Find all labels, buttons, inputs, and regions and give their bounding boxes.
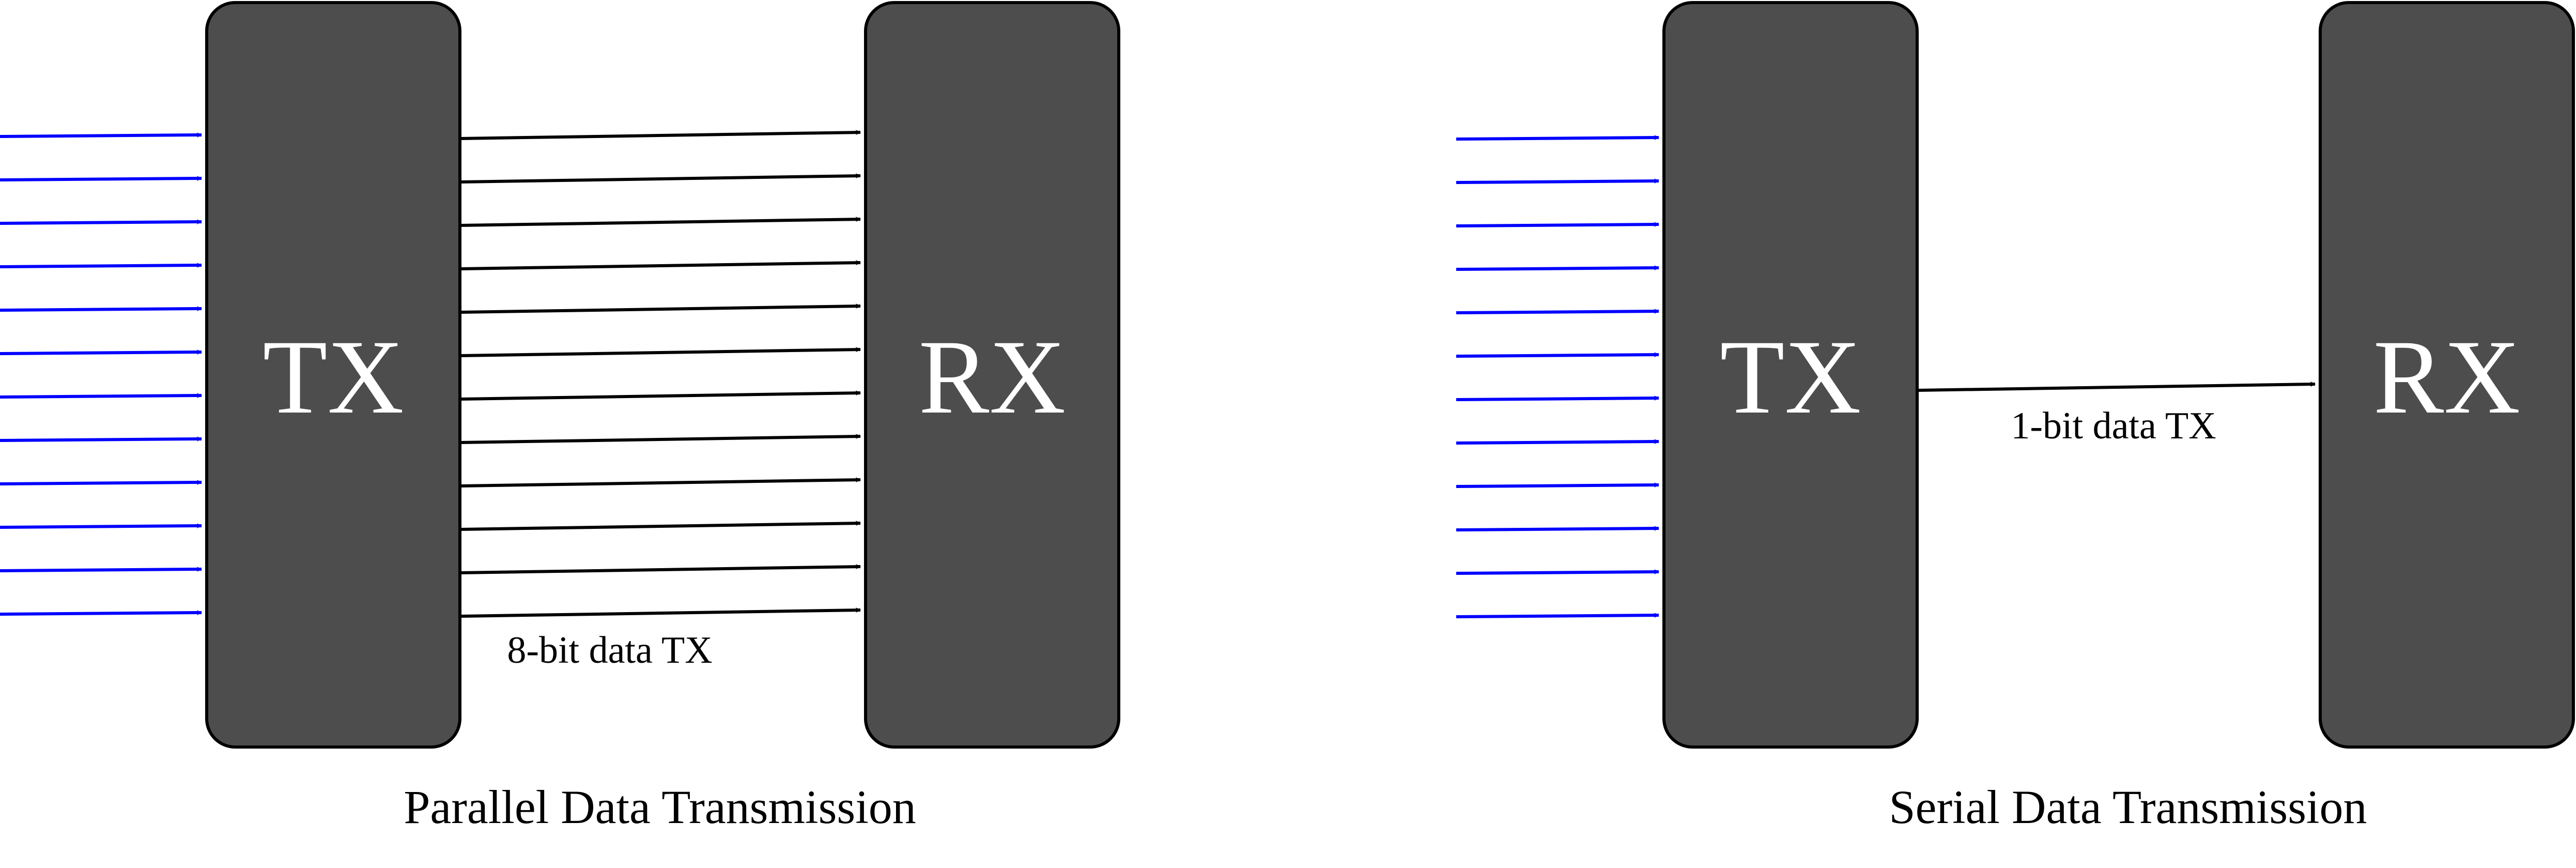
parallel-transmission-diagram: TX 8-bit data TX RX Parallel Data Transm… [0,1,1120,833]
serial-tx-block [1662,1,1919,749]
parallel-input-arrow [0,436,202,442]
serial-link-arrow [1917,382,2316,392]
serial-input-arrow [1456,222,1659,227]
parallel-link-lines [459,130,861,618]
parallel-link-arrow [459,521,861,531]
parallel-link-arrow [459,477,861,488]
parallel-tx-label: TX [263,318,404,436]
serial-input-arrow [1456,569,1659,575]
parallel-link-arrow [459,564,861,574]
serial-input-arrow [1456,613,1659,618]
parallel-input-lines [0,132,202,616]
serial-input-lines [1456,135,1659,618]
parallel-input-arrow [0,523,202,529]
parallel-link-arrow [459,217,861,227]
parallel-rx-block [864,1,1120,749]
serial-link-label: 1-bit data TX [2011,405,2216,447]
parallel-link-arrow [459,347,861,357]
parallel-input-arrow [0,219,202,225]
parallel-link-arrow [459,173,861,184]
parallel-input-arrow [0,349,202,355]
serial-input-arrow [1456,135,1659,141]
parallel-rx-label: RX [919,318,1066,436]
parallel-input-arrow [0,567,202,572]
serial-rx-label: RX [2373,318,2521,436]
serial-input-arrow [1456,526,1659,531]
parallel-input-arrow [0,480,202,485]
parallel-link-arrow [459,390,861,401]
parallel-input-arrow [0,176,202,181]
serial-rx-block [2319,1,2575,749]
serial-input-arrow [1456,265,1659,271]
parallel-input-arrow [0,610,202,616]
serial-input-arrow [1456,482,1659,488]
serial-input-arrow [1456,178,1659,184]
parallel-input-arrow [0,393,202,399]
serial-input-arrow [1456,395,1659,401]
parallel-link-arrow [459,607,861,618]
parallel-link-arrow [459,303,861,314]
parallel-link-arrow [459,434,861,444]
parallel-input-arrow [0,306,202,312]
parallel-caption: Parallel Data Transmission [404,781,916,833]
serial-input-arrow [1456,309,1659,314]
parallel-input-arrow [0,132,202,138]
serial-tx-label: TX [1720,318,1861,436]
serial-caption: Serial Data Transmission [1889,781,2367,833]
parallel-link-arrow [459,130,861,140]
serial-transmission-diagram: TX 1-bit data TX RX Serial Data Transmis… [1456,1,2575,833]
parallel-input-arrow [0,263,202,268]
serial-input-arrow [1456,352,1659,358]
serial-input-arrow [1456,439,1659,445]
parallel-tx-block [205,1,461,749]
parallel-link-arrow [459,260,861,270]
parallel-link-label: 8-bit data TX [507,629,712,672]
